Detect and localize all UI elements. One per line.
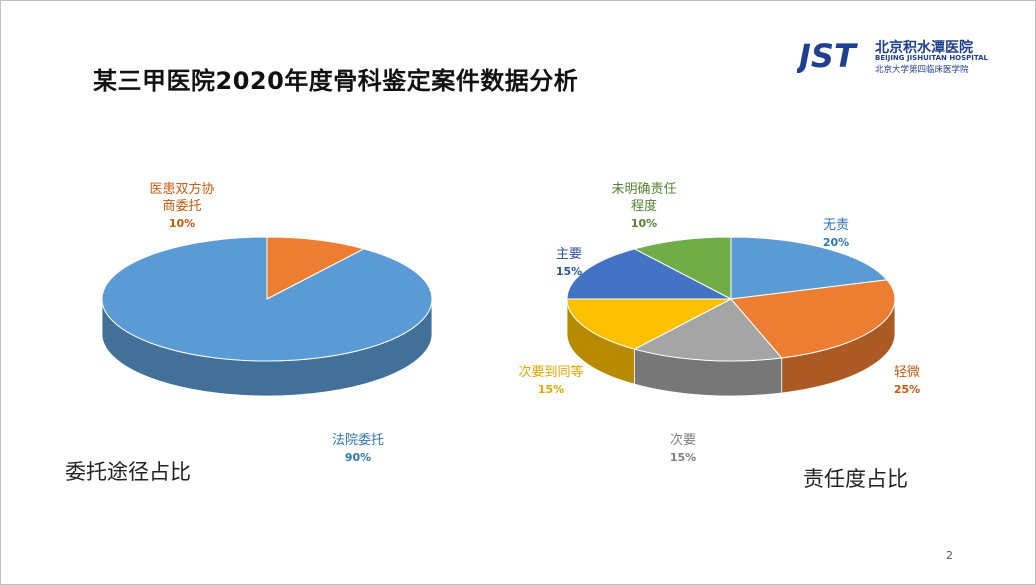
pie-label-3: 次要到同等 15% [518,364,583,396]
pie-slice-0 [266,236,366,300]
pie-label-text-2: 次要 [670,432,696,448]
logo-mark-text: JST [797,37,858,73]
caption-responsibility: 责任度占比 [803,467,908,491]
pie-slice-5 [633,236,732,300]
logo-sub-name: 北京大学第四临床医学院 [875,65,969,75]
pie-slice-3 [566,298,732,350]
pie-label-1: 法院委托 90% [332,433,384,464]
pie-slice-4 [566,248,732,300]
pie-slice-1 [730,279,896,359]
pie-label-text-5: 未明确责任 [611,182,676,197]
pie-label-text-5: 程度 [631,198,657,214]
pie-label-text-1: 法院委托 [332,433,384,448]
pie-label-text-3: 次要到同等 [518,364,583,380]
pie-label-4: 主要 15% [556,247,582,278]
logo-en-name: BEIJING JISHUITAN HOSPITAL [875,54,989,62]
pie-label-0: 无责 20% [823,218,849,249]
page-number: 2 [946,549,953,562]
pie-label-text-0: 医患双方协 [149,181,214,197]
pie-label-pct-0: 20% [823,236,849,249]
pie-label-text-0: 无责 [823,218,849,233]
pie-top [101,236,433,362]
pie-slice-2 [633,298,783,362]
pie-label-pct-1: 25% [894,383,920,396]
pie-label-pct-0: 10% [169,217,195,230]
slide-title: 某三甲医院2020年度骨科鉴定案件数据分析 [93,67,579,95]
pie-label-text-0: 商委托 [162,199,201,214]
pie-top [566,236,896,362]
logo-cn-name: 北京积水潭医院 [875,40,973,56]
pie-label-text-4: 主要 [556,247,582,262]
pie-label-pct-4: 15% [556,265,582,278]
pie-label-2: 次要 15% [670,432,696,464]
pie-label-pct-3: 15% [538,383,564,396]
hospital-logo: JST 北京积水潭医院 BEIJING JISHUITAN HOSPITAL 北… [797,37,997,81]
pie-slice-0 [730,236,888,300]
pie-slice-1 [101,236,433,362]
pie-label-pct-2: 15% [670,451,696,464]
pie-label-1: 轻微 25% [894,365,920,396]
caption-entrustment: 委托途径占比 [65,460,191,484]
jst-logo-icon: JST [797,37,858,73]
pie-label-text-1: 轻微 [894,365,920,380]
pie-label-pct-1: 90% [345,451,371,464]
pie-label-pct-5: 10% [631,217,657,230]
